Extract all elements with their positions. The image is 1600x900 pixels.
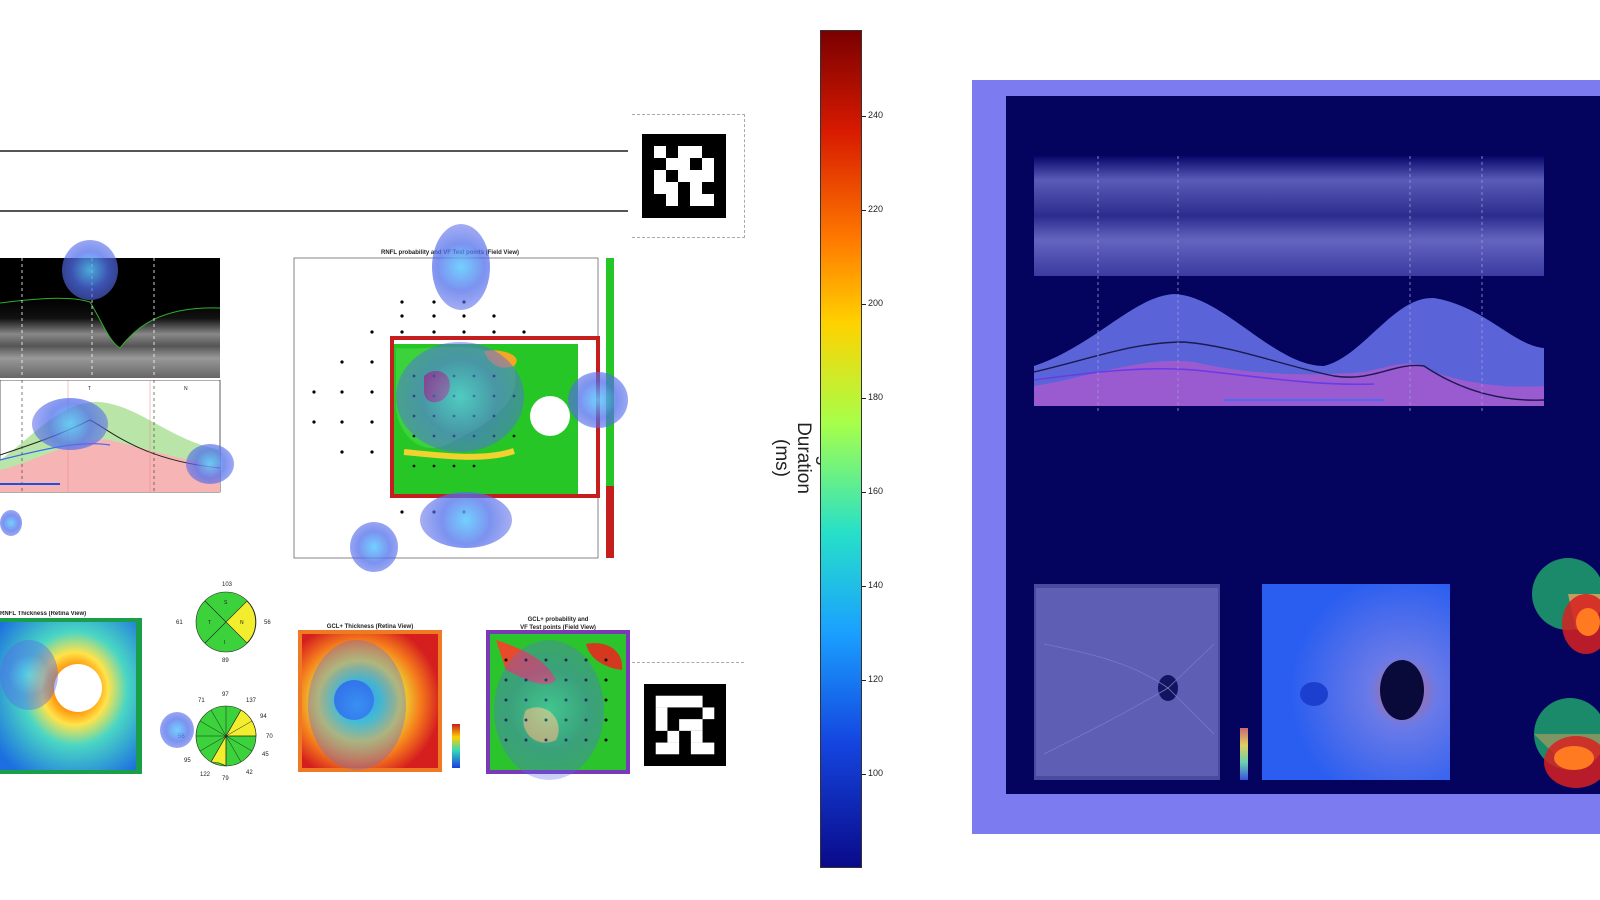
colorbar-tick	[862, 774, 866, 775]
marker-dashed-frame	[632, 114, 745, 238]
gcl-probability-title-2: VF Test points (Field View)	[520, 625, 596, 631]
heatmap-sector-pie-bottom	[1534, 698, 1600, 788]
colorbar-tick	[862, 116, 866, 117]
fixation-blob	[0, 640, 58, 710]
marker-dashed-line-bottom	[632, 662, 744, 663]
gcl-thickness-map	[298, 630, 442, 772]
tsnit-label-t: T	[88, 386, 91, 392]
clock-value-6: 70	[266, 734, 273, 740]
heatmap-panel	[972, 80, 1600, 834]
colorbar-tick-label: 200	[868, 298, 884, 308]
sector-top-letter-t: T	[208, 620, 211, 626]
colorbar-tick	[862, 398, 866, 399]
clock-value-2: 97	[222, 692, 229, 698]
fixation-blob	[0, 510, 22, 536]
fixation-blob	[350, 522, 398, 572]
fixation-blob	[432, 224, 490, 310]
colorbar-tick-label: 160	[868, 486, 884, 496]
fixation-colorbar	[820, 30, 862, 868]
heatmap-oct-scan	[1034, 156, 1544, 276]
fiducial-marker-top	[642, 134, 726, 218]
sector-top-letter-s: S	[224, 600, 228, 606]
fixation-blob	[396, 342, 524, 452]
sector-top-letter-n: N	[240, 620, 244, 626]
rnfl-thickness-title: RNFL Thickness (Retina View)	[0, 611, 87, 617]
colorbar-tick	[862, 210, 866, 211]
colorbar-tick-label: 240	[868, 110, 884, 120]
header-line-top	[0, 150, 628, 152]
fixation-blob	[62, 240, 118, 300]
gcl-probability-map	[486, 630, 630, 774]
oct-bscan-left	[0, 258, 220, 378]
tsnit-label-n: N	[184, 386, 188, 392]
heatmap-sector-pie-top	[1532, 558, 1600, 654]
heatmap-fundus-gray	[1034, 584, 1220, 780]
fixation-blob	[420, 492, 512, 548]
clock-value-9: 79	[222, 776, 229, 782]
clock-value-5: 94	[260, 714, 267, 720]
fixation-blob	[494, 640, 604, 780]
colorbar-title-line2: (ms)	[771, 439, 792, 477]
sector-top-value-s: 103	[222, 582, 233, 588]
colorbar-tick-label: 220	[868, 204, 884, 214]
heatmap-panel-inner	[1006, 96, 1600, 794]
sector-top-value-t: 61	[176, 620, 183, 626]
clock-value-8: 122	[200, 772, 211, 778]
fixation-blob	[186, 444, 234, 484]
colorbar-tick-label: 100	[868, 768, 884, 778]
fixation-blob	[568, 372, 628, 428]
colorbar-tick	[862, 680, 866, 681]
clock-value-10: 45	[262, 752, 269, 758]
gcl-mini-colorbar	[452, 724, 460, 768]
sector-top-value-n: 56	[264, 620, 271, 626]
sector-top-value-i: 89	[222, 658, 229, 664]
colorbar-tick	[862, 586, 866, 587]
fiducial-marker-bottom	[644, 684, 726, 766]
clock-value-1: 71	[198, 698, 205, 704]
colorbar-tick-label: 120	[868, 674, 884, 684]
header-line-bottom	[0, 210, 628, 212]
colorbar-tick	[862, 304, 866, 305]
fixation-blob	[308, 640, 406, 770]
fixation-blob	[32, 398, 108, 450]
clock-value-3: 137	[246, 698, 257, 704]
left-report: T N RNFL probability and VF Test points …	[0, 0, 760, 900]
tsnit-chart-left: T N	[0, 380, 221, 493]
clock-value-7: 95	[184, 758, 191, 764]
fixation-blob	[160, 712, 194, 748]
heatmap-tsnit-chart	[1034, 276, 1545, 411]
heatmap-fundus-thickness	[1262, 584, 1450, 780]
sector-pie-bottom: 71 97 137 56 94 70 95 122 79 45 42	[178, 692, 273, 782]
sector-top-letter-i: I	[224, 640, 225, 646]
colorbar-tick-label: 140	[868, 580, 884, 590]
clock-value-11: 42	[246, 770, 253, 776]
gcl-probability-title-1: GCL+ probability and	[527, 617, 589, 623]
heatmap-mini-colorbar	[1240, 728, 1248, 780]
colorbar-tick	[862, 492, 866, 493]
gcl-thickness-title: GCL+ Thickness (Retina View)	[326, 624, 414, 630]
sector-pie-top: 103 61 56 89 S T N I	[176, 582, 271, 664]
colorbar-tick-label: 180	[868, 392, 884, 402]
